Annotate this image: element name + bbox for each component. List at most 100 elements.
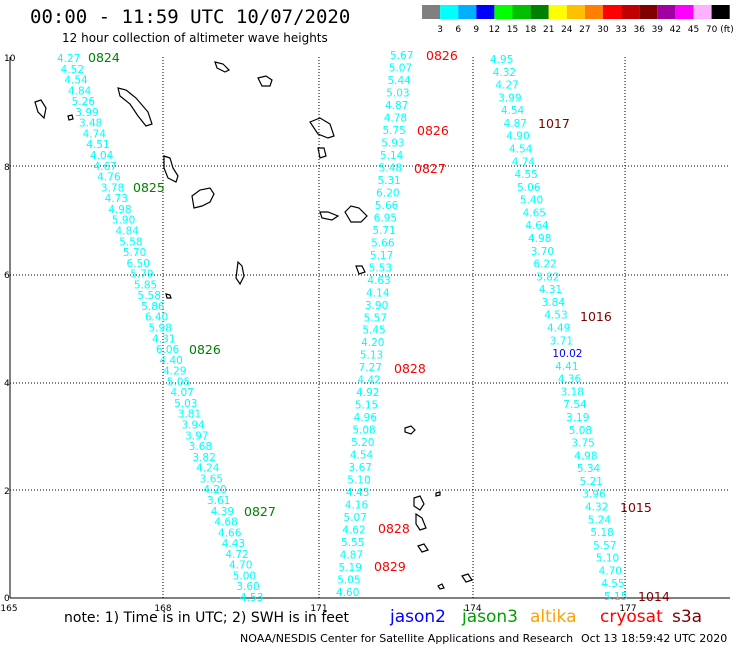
wave-height-label: 4.68: [214, 517, 237, 529]
legend-tick-label: 9: [473, 25, 479, 35]
pass-time-label: 0827: [414, 161, 446, 176]
wave-height-label: 5.57: [593, 540, 616, 552]
wave-height-label: 5.53: [369, 262, 392, 274]
legend-swatch: [458, 5, 477, 19]
island-outline: [235, 260, 245, 286]
wave-height-label: 5.08: [569, 425, 592, 437]
wave-height-label: 4.36: [558, 374, 582, 386]
island-outline: [415, 512, 427, 531]
pass-time-label: 0827: [244, 504, 276, 519]
wave-height-label: 4.20: [203, 484, 226, 496]
island-outline: [461, 573, 473, 583]
island-outline: [417, 543, 429, 553]
legend-swatch: [639, 5, 658, 19]
wave-height-label: 3.84: [542, 297, 566, 309]
pass-time-label: 1017: [538, 116, 570, 131]
wave-height-label: 4.31: [152, 333, 175, 345]
wave-height-label: 4.53: [240, 592, 263, 604]
wave-height-label: 5.57: [364, 312, 387, 324]
wave-height-label: 5.21: [580, 476, 603, 488]
legend-swatch: [440, 5, 459, 19]
wave-height-label: 4.04: [90, 150, 114, 162]
wave-height-label: 3.18: [561, 386, 584, 398]
wave-height-label: 7.54: [563, 399, 587, 411]
legend-swatch: [422, 5, 441, 19]
wave-height-label: 6.50: [127, 258, 150, 270]
satellite-legend-jason2: jason2: [390, 607, 446, 627]
wave-height-label: 5.10: [347, 475, 370, 487]
wave-height-label: 5.66: [375, 200, 399, 212]
island-outline: [67, 114, 74, 121]
legend-swatch: [494, 5, 513, 19]
wave-height-label: 5.19: [339, 562, 362, 574]
island-outline: [117, 87, 153, 127]
pass-time-label: 0826: [426, 48, 458, 63]
legend-tick-label: 24: [561, 25, 573, 35]
y-axis-label: 8: [4, 163, 10, 173]
x-axis-label: 177: [619, 604, 636, 614]
wave-height-label: 4.65: [523, 207, 546, 219]
wave-height-label: 4.43: [346, 487, 369, 499]
island-outline: [34, 99, 47, 120]
wave-height-label: 6.22: [533, 259, 556, 271]
wave-height-label: 4.20: [361, 337, 384, 349]
island-outline: [355, 265, 366, 275]
wave-height-label: 3.99: [75, 107, 98, 119]
y-axis-label: 0: [4, 594, 10, 604]
credit-line: NOAA/NESDIS Center for Satellite Applica…: [240, 632, 574, 645]
wave-height-label: 6.95: [374, 212, 397, 224]
wave-height-label: 5.15: [604, 591, 627, 603]
wave-height-label: 3.96: [582, 489, 606, 501]
wave-height-label: 10.02: [552, 348, 582, 360]
legend-swatch: [530, 5, 549, 19]
legend-swatch: [476, 5, 495, 19]
wave-height-label: 5.79: [130, 269, 153, 281]
wave-height-label: 5.71: [372, 225, 395, 237]
legend-tick-label: 30: [597, 25, 609, 35]
wave-height-label: 3.81: [178, 409, 201, 421]
legend-tick-label: 27: [579, 25, 590, 35]
wave-height-label: 5.93: [381, 137, 404, 149]
y-axis-label: 6: [4, 271, 10, 281]
wave-height-label: 5.07: [389, 62, 412, 74]
wave-height-label: 4.24: [196, 463, 220, 475]
wave-height-label: 4.32: [585, 502, 608, 514]
y-axis-label: 4: [4, 379, 10, 389]
island-outline: [413, 495, 425, 511]
wave-height-label: 4.63: [367, 275, 390, 287]
wave-height-label: 6.20: [376, 187, 399, 199]
wave-height-label: 4.67: [94, 161, 117, 173]
pass-time-label: 1015: [620, 500, 652, 515]
wave-height-label: 5.08: [352, 425, 375, 437]
legend-tick-label: 42: [670, 25, 681, 35]
island-outline: [437, 583, 445, 590]
pass-time-label: 0825: [133, 180, 165, 195]
wave-height-label: 3.65: [200, 473, 223, 485]
pass-time-label: 0828: [394, 361, 426, 376]
legend-tick-label: 6: [455, 25, 461, 35]
wave-height-label: 5.00: [233, 570, 256, 582]
wave-height-label: 3.90: [365, 300, 388, 312]
satellite-legend-altika: altika: [530, 607, 577, 627]
wave-height-label: 5.70: [123, 247, 146, 259]
wave-height-label: 5.24: [588, 514, 612, 526]
wave-height-label: 5.45: [362, 325, 385, 337]
wave-height-label: 5.58: [119, 236, 142, 248]
legend-swatch: [512, 5, 531, 19]
wave-height-label: 5.75: [382, 125, 405, 137]
satellite-tracks: 4.274.524.544.845.263.993.484.744.514.04…: [57, 50, 627, 604]
map-grid: 165 168 171 174 177 10 8 6 4 2 0: [0, 54, 730, 614]
x-axis-label: 171: [310, 604, 327, 614]
wave-height-label: 3.94: [181, 420, 205, 432]
island-outlines: [34, 61, 473, 590]
wave-height-label: 4.96: [354, 412, 378, 424]
wave-height-label: 4.62: [342, 525, 365, 537]
wave-height-label: 5.14: [380, 150, 404, 162]
x-axis-label: 165: [0, 604, 17, 614]
wave-height-label: 4.74: [83, 128, 107, 140]
legend-swatch: [566, 5, 585, 19]
legend-swatch: [657, 5, 676, 19]
wave-height-label: 4.98: [574, 450, 597, 462]
wave-height-label: 4.29: [163, 366, 186, 378]
